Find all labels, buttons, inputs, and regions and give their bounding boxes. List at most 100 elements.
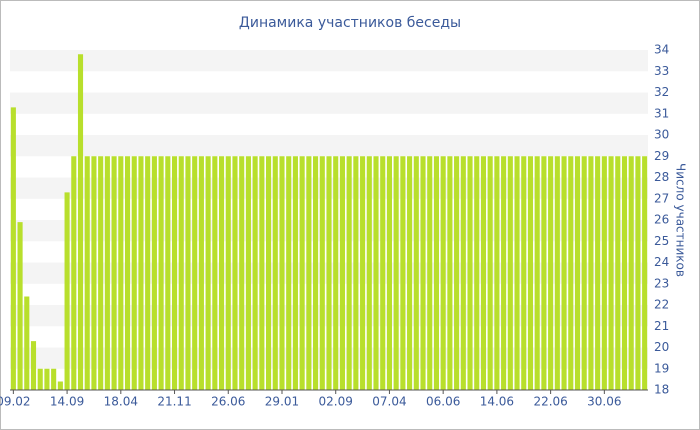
y-tick-label: 23 xyxy=(654,276,669,290)
bar xyxy=(218,156,225,390)
y-tick-label: 28 xyxy=(654,170,669,184)
bar xyxy=(279,156,285,390)
bar xyxy=(527,156,534,390)
bar xyxy=(286,156,292,390)
bar xyxy=(360,156,366,390)
bar xyxy=(171,156,178,390)
bar xyxy=(71,156,77,390)
bar xyxy=(440,156,446,390)
y-tick-label: 31 xyxy=(654,106,669,120)
x-tick-label: 30.06 xyxy=(587,395,621,409)
bar xyxy=(460,156,466,390)
bar xyxy=(554,156,560,390)
bar xyxy=(306,156,312,390)
bar xyxy=(480,156,487,390)
y-tick-label: 33 xyxy=(654,64,669,78)
grid-band xyxy=(10,50,648,72)
bar xyxy=(427,156,433,390)
bar xyxy=(104,156,110,390)
bar xyxy=(474,156,480,390)
bar xyxy=(37,368,43,390)
bar xyxy=(507,156,513,390)
bar xyxy=(487,156,493,390)
y-tick-label: 26 xyxy=(654,213,669,227)
bar xyxy=(454,156,460,390)
bar xyxy=(51,368,57,390)
bar xyxy=(319,156,325,390)
bar xyxy=(158,156,164,390)
y-axis-label: Число участников xyxy=(674,163,688,277)
x-tick-label: 21.11 xyxy=(157,395,191,409)
x-tick-label: 07.04 xyxy=(372,395,406,409)
bar xyxy=(124,156,131,390)
bar xyxy=(239,156,245,390)
bar xyxy=(232,156,238,390)
bar xyxy=(373,156,379,390)
bar xyxy=(292,156,298,390)
bar xyxy=(400,156,406,390)
bar xyxy=(588,156,594,390)
y-tick-label: 18 xyxy=(654,383,669,397)
chart-title: Динамика участников беседы xyxy=(239,15,461,31)
bar xyxy=(57,381,63,390)
bar xyxy=(98,156,104,390)
bar xyxy=(548,156,554,390)
bar xyxy=(353,156,359,390)
bar xyxy=(514,156,520,390)
grid-band xyxy=(10,92,648,114)
bar xyxy=(608,156,614,390)
bar xyxy=(299,156,305,390)
bar xyxy=(393,156,399,390)
bar xyxy=(266,156,272,390)
bar xyxy=(407,156,413,390)
bar xyxy=(84,156,90,390)
bar xyxy=(366,156,372,390)
bar xyxy=(521,156,527,390)
bar xyxy=(165,156,171,390)
bar xyxy=(145,156,151,390)
bar xyxy=(131,156,137,390)
bar xyxy=(91,156,97,390)
bar xyxy=(568,156,574,390)
bar xyxy=(185,156,191,390)
x-tick-label: 14.06 xyxy=(480,395,514,409)
bar xyxy=(118,156,124,390)
bar xyxy=(272,156,278,390)
y-tick-label: 24 xyxy=(654,255,669,269)
bar xyxy=(252,156,258,390)
bar xyxy=(10,107,16,390)
x-tick-label: 29.01 xyxy=(265,395,299,409)
x-tick-label: 22.06 xyxy=(533,395,567,409)
y-tick-label: 32 xyxy=(654,85,669,99)
bar xyxy=(621,156,628,390)
bar xyxy=(111,156,117,390)
y-tick-label: 19 xyxy=(654,361,669,375)
y-tick-label: 25 xyxy=(654,234,669,248)
y-tick-label: 27 xyxy=(654,191,669,205)
bar xyxy=(346,156,352,390)
bar xyxy=(44,368,50,390)
bar xyxy=(494,156,500,390)
bar xyxy=(212,156,218,390)
bar xyxy=(635,156,641,390)
bar xyxy=(192,156,198,390)
bar xyxy=(433,156,440,390)
bar xyxy=(225,156,231,390)
y-tick-label: 20 xyxy=(654,340,669,354)
bar xyxy=(615,156,621,390)
bar xyxy=(178,156,184,390)
bar xyxy=(642,156,648,390)
bar xyxy=(561,156,567,390)
x-tick-label: 26.06 xyxy=(211,395,245,409)
bar xyxy=(259,156,265,390)
bar xyxy=(151,156,157,390)
x-tick-label: 06.06 xyxy=(426,395,460,409)
x-tick-label: 09.02 xyxy=(0,395,31,409)
bar xyxy=(447,156,453,390)
bar xyxy=(339,156,345,390)
bar xyxy=(595,156,601,390)
bar xyxy=(333,156,339,390)
y-tick-label: 34 xyxy=(654,43,669,57)
